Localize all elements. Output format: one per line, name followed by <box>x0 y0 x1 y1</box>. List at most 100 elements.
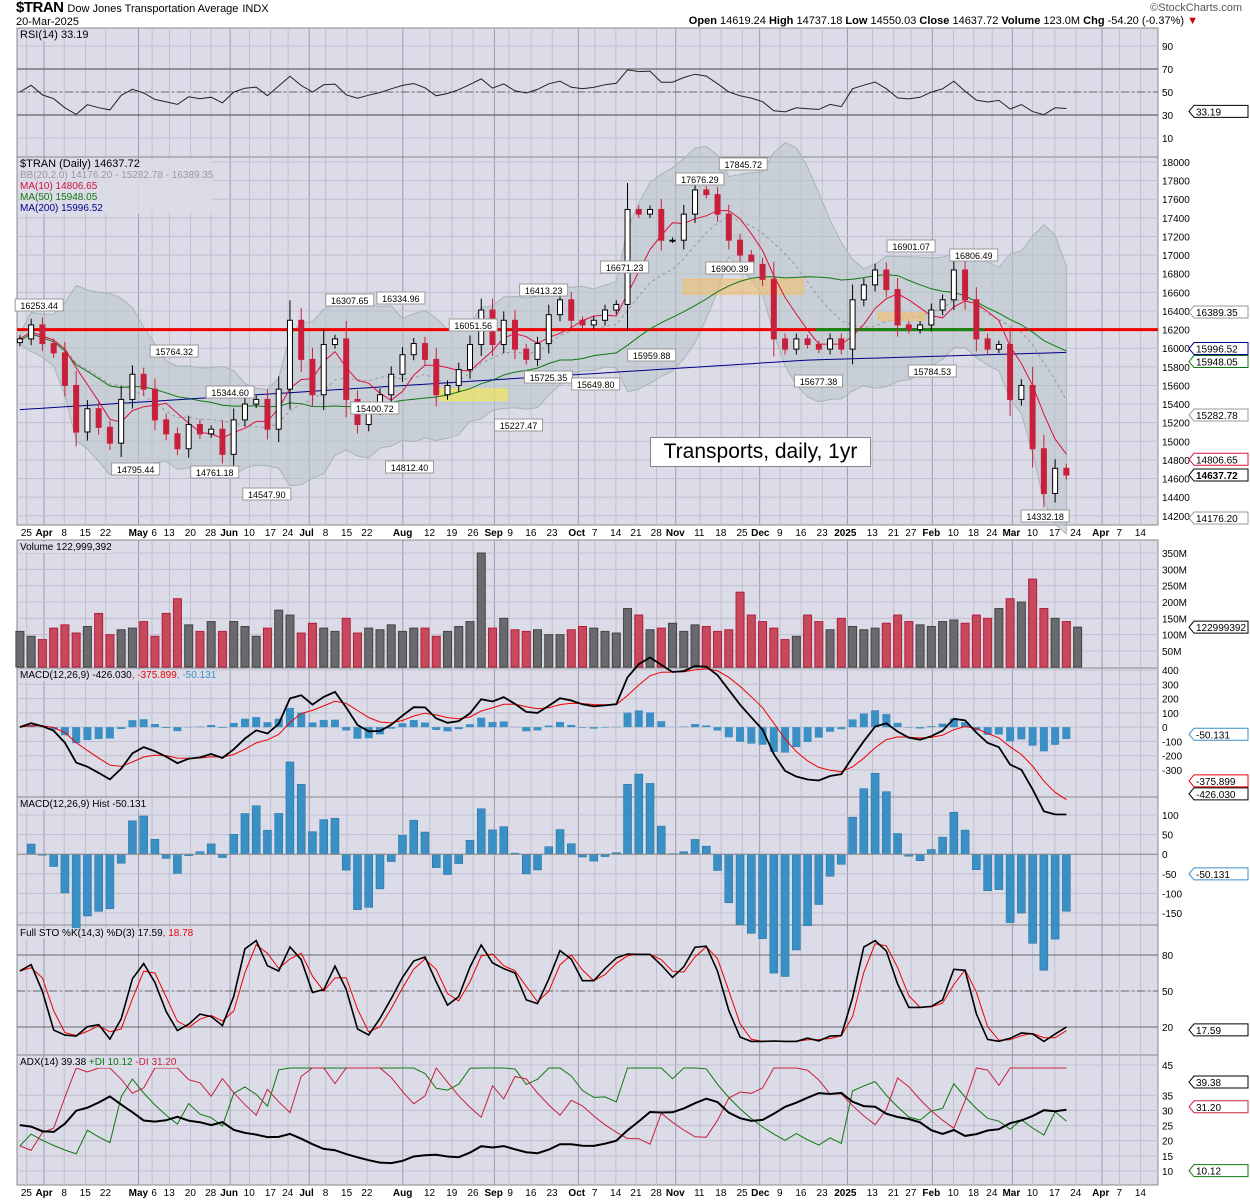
candle <box>1007 343 1014 400</box>
y-tick-label: 16800 <box>1162 270 1190 281</box>
price-callout: 15959.88 <box>627 348 677 362</box>
price-legend-title: $TRAN (Daily) 14637.72 <box>20 158 140 170</box>
x-tick-label: 10 <box>948 528 960 539</box>
volume-bar <box>645 629 655 668</box>
price-tag: 14176.20 <box>1196 514 1238 525</box>
x-tick-label: 18 <box>715 1188 727 1199</box>
macd-hist-bar <box>994 727 1003 735</box>
y-tick-label: 16600 <box>1162 288 1190 299</box>
hist-bar <box>161 853 171 859</box>
y-tick-label: 15200 <box>1162 419 1190 430</box>
hist-bar <box>713 853 722 871</box>
hist-bar <box>634 773 644 855</box>
x-tick-label: 8 <box>323 528 329 539</box>
volume-bar <box>82 626 92 668</box>
callout-box <box>519 283 569 297</box>
x-tick-label: 25 <box>737 1188 749 1199</box>
candle <box>500 319 507 345</box>
macd-hist-bar <box>792 727 801 748</box>
high-value: 14737.18 <box>796 15 843 27</box>
callout-box <box>718 157 768 171</box>
candle <box>16 338 23 344</box>
x-tick-label: 19 <box>446 528 458 539</box>
price-callout: 15400.72 <box>350 401 400 415</box>
hist-bar <box>206 843 216 855</box>
callout-text: 16806.49 <box>955 251 993 261</box>
macd-hist-bar <box>713 727 722 731</box>
price-callout: 14547.90 <box>242 487 292 501</box>
hist-bar <box>837 853 846 865</box>
volume-tag: 122999392 <box>1196 623 1246 634</box>
volume-bar <box>139 621 149 668</box>
macd-hist-bar <box>477 717 486 728</box>
macd-hist-bar <box>308 722 317 728</box>
x-tick-label: 15 <box>80 528 92 539</box>
callout-box <box>949 248 999 262</box>
callout-box <box>149 344 199 358</box>
x-tick-label: 28 <box>205 528 217 539</box>
volume-bar <box>859 629 869 668</box>
x-tick-label: 2025 <box>834 528 857 539</box>
candle <box>28 324 35 340</box>
macd-hist-bar <box>736 727 745 742</box>
y-tick-label: 0 <box>1162 723 1168 734</box>
x-tick-label: 22 <box>100 528 112 539</box>
candle <box>827 338 834 350</box>
x-tick-label: 22 <box>361 528 373 539</box>
x-tick-label: Oct <box>568 1188 585 1199</box>
x-tick-label: Dec <box>751 528 770 539</box>
y-tick-label: 20 <box>1162 1023 1174 1034</box>
hist-bar <box>915 853 925 861</box>
macd-hist-bar <box>747 727 756 744</box>
volume-bar <box>668 622 678 668</box>
callout-text: 15344.60 <box>211 388 249 398</box>
macd-hist-value: , -50.131 <box>176 670 217 681</box>
x-tick-label: 8 <box>323 1188 329 1199</box>
volume-bar <box>352 632 362 668</box>
candle <box>647 208 654 215</box>
macd-signal-value: , -375.899 <box>131 670 177 681</box>
volume-bar <box>634 614 644 668</box>
y-tick-label: -100 <box>1162 889 1182 900</box>
callout-text: 14795.44 <box>117 465 155 475</box>
callout-text: 14812.40 <box>391 463 429 473</box>
x-tick-label: Mar <box>1002 528 1020 539</box>
callout-text: 15784.53 <box>914 367 952 377</box>
hist-bar <box>364 853 373 908</box>
candle <box>73 384 80 433</box>
y-tick-label: 17800 <box>1162 177 1190 188</box>
volume-bar <box>71 632 81 668</box>
low-value: 14550.03 <box>870 15 917 27</box>
price-callout: 16900.39 <box>705 261 755 275</box>
candle <box>433 358 440 396</box>
x-tick-label: 13 <box>867 528 879 539</box>
macd-tag: -375.899 <box>1196 777 1236 788</box>
volume-bar <box>454 626 464 668</box>
hist-bar <box>476 808 486 855</box>
hist-bar <box>960 829 970 855</box>
macd-hist-bar <box>105 727 114 739</box>
volume-bar <box>442 630 452 668</box>
y-tick-label: 30 <box>1162 1106 1174 1117</box>
volume-label: Volume <box>1001 15 1041 27</box>
volume-bar <box>330 630 340 668</box>
x-tick-label: 18 <box>715 528 727 539</box>
x-tick-label: 26 <box>467 528 479 539</box>
hist-bar <box>296 784 306 855</box>
price-tag-box <box>1188 342 1249 356</box>
x-tick-label: 6 <box>151 528 157 539</box>
volume-bar <box>611 632 621 668</box>
y-tick-label: 15400 <box>1162 400 1190 411</box>
hist-bar <box>1039 853 1049 971</box>
x-tick-label: 27 <box>905 1188 917 1199</box>
hist-legend: MACD(12,26,9) Hist -50.131 <box>20 799 147 810</box>
x-tick-label: 25 <box>21 528 33 539</box>
hist-bar <box>938 836 947 855</box>
macd-tag-box <box>1188 774 1249 788</box>
candle <box>61 352 68 386</box>
macd-hist-bar <box>938 723 947 728</box>
candle <box>557 299 564 316</box>
macd-hist-bar <box>657 721 666 728</box>
callout-box <box>627 348 677 362</box>
